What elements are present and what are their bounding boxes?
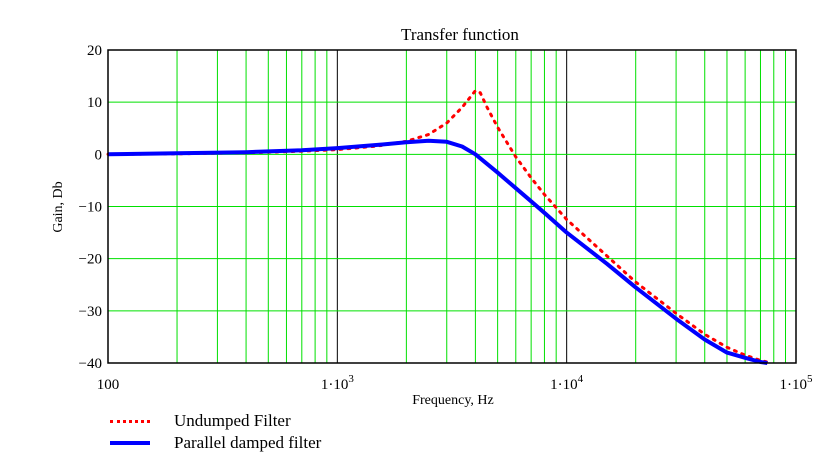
svg-text:−30: −30 bbox=[79, 304, 102, 320]
svg-text:100: 100 bbox=[97, 377, 120, 393]
legend: Undumped Filter Parallel damped filter bbox=[110, 410, 321, 454]
svg-text:1·105: 1·105 bbox=[780, 373, 814, 393]
parallel-damped-filter-curve bbox=[107, 138, 768, 365]
y-tick-labels: 20 10 0 −10 −20 −30 −40 bbox=[79, 43, 102, 372]
svg-text:1·103: 1·103 bbox=[321, 373, 355, 393]
svg-text:−10: −10 bbox=[79, 200, 102, 216]
curves bbox=[106, 89, 773, 365]
legend-item-undumped: Undumped Filter bbox=[110, 410, 321, 432]
x-axis-label: Frequency, Hz bbox=[412, 393, 494, 408]
svg-text:10: 10 bbox=[87, 95, 102, 111]
y-axis-label: Gain, Db bbox=[51, 181, 66, 232]
svg-text:−20: −20 bbox=[79, 252, 102, 268]
legend-item-parallel-damped: Parallel damped filter bbox=[110, 432, 321, 454]
grid bbox=[107, 49, 796, 364]
svg-text:−40: −40 bbox=[79, 356, 102, 372]
svg-text:0: 0 bbox=[95, 147, 103, 163]
svg-text:20: 20 bbox=[87, 43, 102, 59]
legend-label: Parallel damped filter bbox=[174, 433, 322, 452]
svg-text:1·104: 1·104 bbox=[550, 373, 584, 393]
solid-blue-line-icon bbox=[110, 441, 150, 445]
x-tick-labels: 100 1·103 1·104 1·105 bbox=[97, 373, 813, 393]
legend-label: Undumped Filter bbox=[174, 411, 291, 430]
dotted-red-line-icon bbox=[110, 419, 150, 423]
plot-frame bbox=[107, 49, 797, 364]
chart-title: Transfer function bbox=[401, 25, 519, 44]
undumped-filter-curve bbox=[106, 89, 773, 365]
